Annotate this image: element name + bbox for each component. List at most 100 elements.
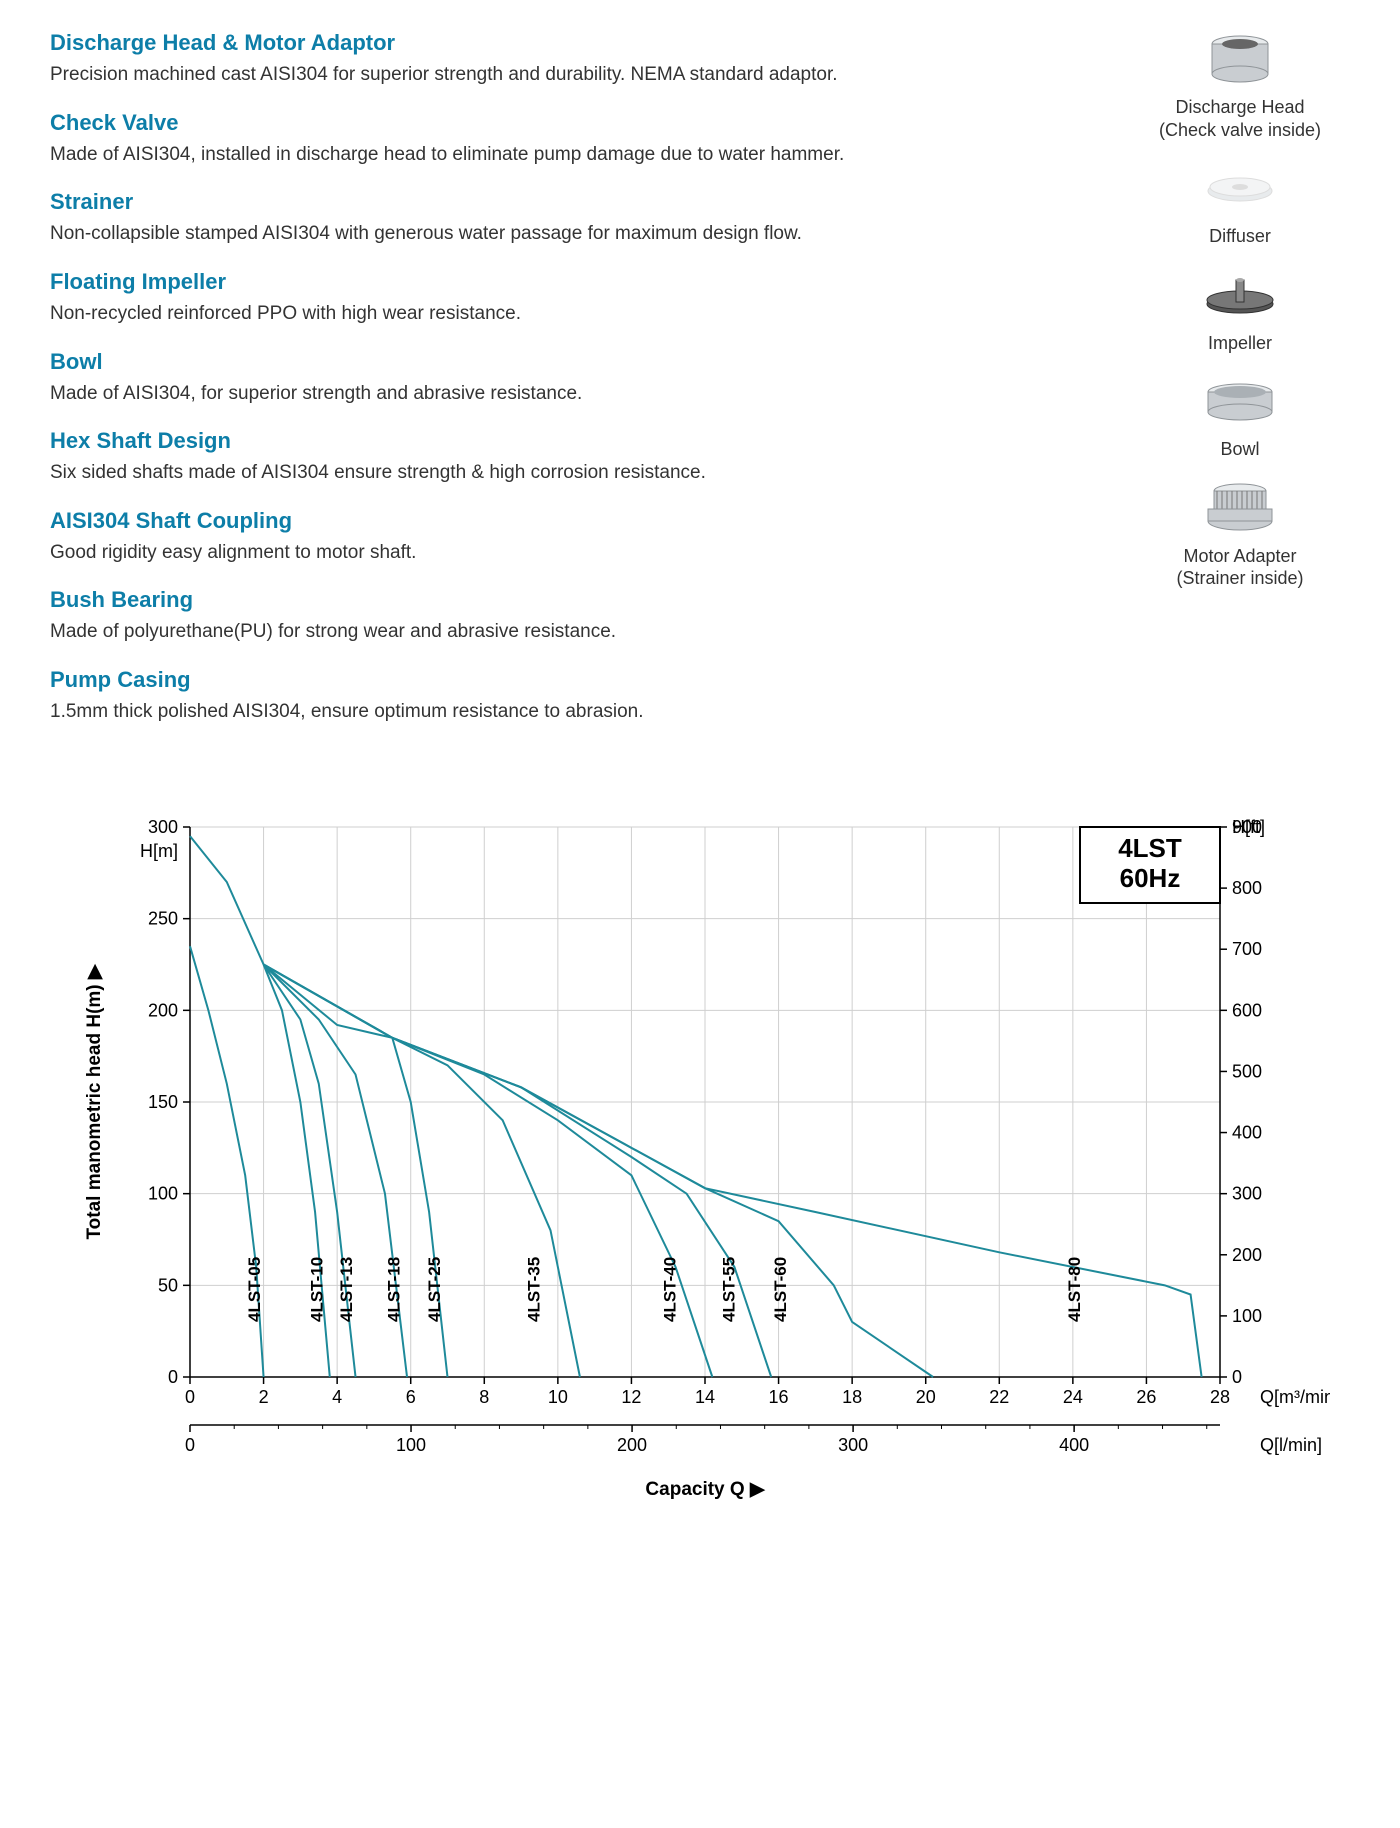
part-item: Impeller xyxy=(1195,266,1285,355)
parts-column: Discharge Head(Check valve inside) Diffus… xyxy=(1130,30,1350,747)
feature-block: AISI304 Shaft Coupling Good rigidity easy… xyxy=(50,508,1090,566)
feature-block: Hex Shaft Design Six sided shafts made of… xyxy=(50,428,1090,486)
feature-title: Pump Casing xyxy=(50,667,1090,693)
svg-text:20: 20 xyxy=(916,1387,936,1407)
feature-block: Discharge Head & Motor Adaptor Precision … xyxy=(50,30,1090,88)
curve-label: 4LST-60 xyxy=(771,1257,790,1322)
curve-label: 4LST-35 xyxy=(524,1257,543,1322)
curve-label: 4LST-05 xyxy=(245,1257,264,1322)
feature-description: Made of AISI304, for superior strength a… xyxy=(50,381,1090,407)
svg-text:150: 150 xyxy=(148,1092,178,1112)
feature-description: Made of AISI304, installed in discharge … xyxy=(50,142,1090,168)
feature-block: Check Valve Made of AISI304, installed in… xyxy=(50,110,1090,168)
discharge-icon xyxy=(1195,30,1285,90)
part-item: Diffuser xyxy=(1195,159,1285,248)
curve-label: 4LST-10 xyxy=(307,1257,326,1322)
svg-text:Q[l/min]: Q[l/min] xyxy=(1260,1435,1322,1455)
svg-text:28: 28 xyxy=(1210,1387,1230,1407)
svg-text:300: 300 xyxy=(1232,1183,1262,1203)
svg-text:0: 0 xyxy=(185,1435,195,1455)
svg-text:60Hz: 60Hz xyxy=(1120,863,1181,893)
svg-text:H[ft]: H[ft] xyxy=(1232,817,1265,837)
feature-title: Hex Shaft Design xyxy=(50,428,1090,454)
feature-description: Made of polyurethane(PU) for strong wear… xyxy=(50,619,1090,645)
feature-description: Good rigidity easy alignment to motor sh… xyxy=(50,540,1090,566)
svg-text:12: 12 xyxy=(621,1387,641,1407)
svg-text:Total manometric head H(m) ▶: Total manometric head H(m) ▶ xyxy=(84,963,105,1239)
svg-text:250: 250 xyxy=(148,908,178,928)
part-item: Bowl xyxy=(1195,372,1285,461)
svg-text:2: 2 xyxy=(259,1387,269,1407)
curve-label: 4LST-40 xyxy=(661,1257,680,1322)
curve-label: 4LST-18 xyxy=(385,1257,404,1322)
adapter-icon xyxy=(1195,479,1285,539)
part-label: Impeller xyxy=(1208,332,1272,355)
feature-description: Precision machined cast AISI304 for supe… xyxy=(50,62,1090,88)
feature-title: Bush Bearing xyxy=(50,587,1090,613)
top-section: Discharge Head & Motor Adaptor Precision … xyxy=(50,30,1350,747)
curve-4LST-60 xyxy=(264,964,934,1377)
svg-text:200: 200 xyxy=(617,1435,647,1455)
feature-title: Discharge Head & Motor Adaptor xyxy=(50,30,1090,56)
diffuser-icon xyxy=(1195,159,1285,219)
svg-text:500: 500 xyxy=(1232,1061,1262,1081)
feature-block: Floating Impeller Non-recycled reinforced… xyxy=(50,269,1090,327)
svg-text:50: 50 xyxy=(158,1275,178,1295)
svg-text:0: 0 xyxy=(1232,1367,1242,1387)
bowl-icon xyxy=(1195,372,1285,432)
svg-text:Capacity Q ▶: Capacity Q ▶ xyxy=(645,1479,766,1500)
feature-title: AISI304 Shaft Coupling xyxy=(50,508,1090,534)
svg-text:16: 16 xyxy=(769,1387,789,1407)
feature-block: Pump Casing 1.5mm thick polished AISI304,… xyxy=(50,667,1090,725)
svg-text:800: 800 xyxy=(1232,878,1262,898)
svg-text:100: 100 xyxy=(148,1183,178,1203)
svg-text:8: 8 xyxy=(479,1387,489,1407)
svg-text:Q[m³/min]: Q[m³/min] xyxy=(1260,1387,1330,1407)
features-list: Discharge Head & Motor Adaptor Precision … xyxy=(50,30,1090,747)
part-label: Motor Adapter(Strainer inside) xyxy=(1176,545,1303,590)
svg-text:300: 300 xyxy=(148,817,178,837)
svg-text:300: 300 xyxy=(838,1435,868,1455)
feature-description: Six sided shafts made of AISI304 ensure … xyxy=(50,460,1090,486)
feature-block: Bowl Made of AISI304, for superior streng… xyxy=(50,349,1090,407)
part-label: Discharge Head(Check valve inside) xyxy=(1159,96,1321,141)
svg-text:14: 14 xyxy=(695,1387,715,1407)
part-item: Motor Adapter(Strainer inside) xyxy=(1176,479,1303,590)
svg-text:100: 100 xyxy=(1232,1306,1262,1326)
impeller-icon xyxy=(1195,266,1285,326)
svg-text:22: 22 xyxy=(989,1387,1009,1407)
feature-title: Bowl xyxy=(50,349,1090,375)
performance-chart: 050100150200250300H[m]010020030040050060… xyxy=(50,797,1350,1567)
svg-text:600: 600 xyxy=(1232,1000,1262,1020)
curve-label: 4LST-13 xyxy=(337,1257,356,1322)
part-label: Bowl xyxy=(1220,438,1259,461)
svg-text:400: 400 xyxy=(1232,1122,1262,1142)
part-label: Diffuser xyxy=(1209,225,1271,248)
svg-text:H[m]: H[m] xyxy=(140,841,178,861)
curve-label: 4LST-55 xyxy=(719,1257,738,1322)
curve-label: 4LST-80 xyxy=(1065,1257,1084,1322)
svg-text:200: 200 xyxy=(148,1000,178,1020)
feature-description: Non-collapsible stamped AISI304 with gen… xyxy=(50,221,1090,247)
part-item: Discharge Head(Check valve inside) xyxy=(1159,30,1321,141)
feature-title: Strainer xyxy=(50,189,1090,215)
svg-text:26: 26 xyxy=(1136,1387,1156,1407)
feature-title: Floating Impeller xyxy=(50,269,1090,295)
feature-description: 1.5mm thick polished AISI304, ensure opt… xyxy=(50,699,1090,725)
feature-title: Check Valve xyxy=(50,110,1090,136)
svg-text:18: 18 xyxy=(842,1387,862,1407)
svg-text:6: 6 xyxy=(406,1387,416,1407)
svg-text:10: 10 xyxy=(548,1387,568,1407)
svg-text:24: 24 xyxy=(1063,1387,1083,1407)
svg-text:100: 100 xyxy=(396,1435,426,1455)
feature-block: Bush Bearing Made of polyurethane(PU) for… xyxy=(50,587,1090,645)
svg-text:700: 700 xyxy=(1232,939,1262,959)
svg-text:400: 400 xyxy=(1059,1435,1089,1455)
svg-text:4LST: 4LST xyxy=(1118,833,1182,863)
chart-svg: 050100150200250300H[m]010020030040050060… xyxy=(70,807,1330,1567)
curve-label: 4LST-25 xyxy=(425,1257,444,1322)
feature-description: Non-recycled reinforced PPO with high we… xyxy=(50,301,1090,327)
svg-text:200: 200 xyxy=(1232,1245,1262,1265)
feature-block: Strainer Non-collapsible stamped AISI304 … xyxy=(50,189,1090,247)
svg-text:0: 0 xyxy=(185,1387,195,1407)
